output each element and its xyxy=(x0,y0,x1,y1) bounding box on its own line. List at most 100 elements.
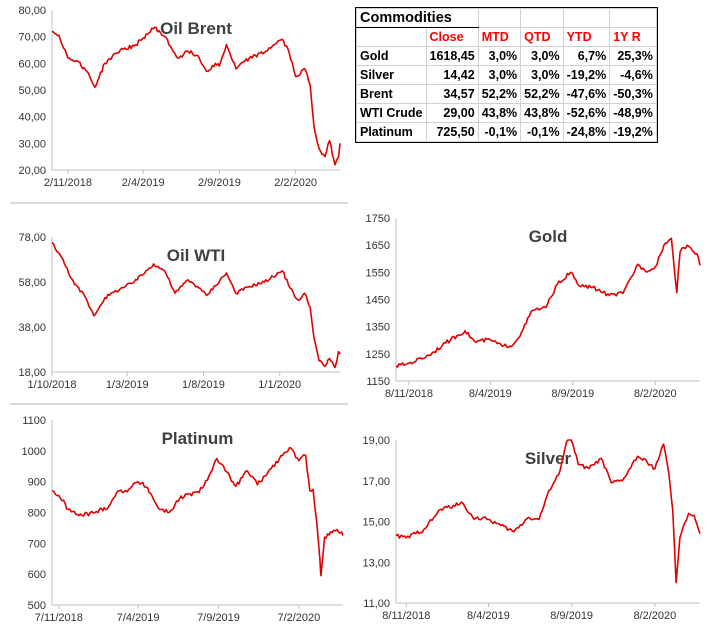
y-tick-label: 1100 xyxy=(22,415,46,427)
y-tick-label: 18,00 xyxy=(18,367,46,379)
row-name: WTI Crude xyxy=(356,103,427,123)
chart-svg: 20,00 30,00 40,00 50,00 60,00 70,00 80,00 2/11/… xyxy=(18,5,341,189)
x-tick-label: 7/2/2020 xyxy=(277,612,320,624)
y-tick-label: 1750 xyxy=(366,213,390,225)
y-tick-label: 30,00 xyxy=(18,138,46,150)
cell-qtd: 3,0% xyxy=(520,46,564,66)
cell-ytd: -52,6% xyxy=(562,103,611,123)
chart-title: Silver xyxy=(525,449,572,468)
y-tick-label: 1000 xyxy=(22,446,46,458)
y-tick-label: 38,00 xyxy=(18,322,46,334)
y-tick-label: 1550 xyxy=(366,267,390,279)
row-name: Brent xyxy=(356,84,427,104)
cell-qtd: 52,2% xyxy=(520,84,564,104)
x-tick-label: 2/11/2018 xyxy=(44,177,92,189)
y-tick-label: 80,00 xyxy=(18,5,46,17)
cell-mtd: 52,2% xyxy=(477,84,522,104)
series-line xyxy=(51,447,344,577)
x-tick-label: 8/2/2020 xyxy=(634,388,677,400)
cell-mtd: 3,0% xyxy=(477,65,522,85)
series-line xyxy=(51,26,341,166)
y-tick-label: 1150 xyxy=(366,376,390,388)
x-tick-label: 2/9/2019 xyxy=(198,177,241,189)
y-tick-label: 700 xyxy=(28,538,46,550)
series-line xyxy=(395,439,701,584)
chart-svg: 500 600 700 800 900 1000 1100 7/11/2018 7/4/2019… xyxy=(22,415,344,624)
x-tick-label: 8/9/2019 xyxy=(551,388,594,400)
y-tick-label: 70,00 xyxy=(18,32,46,44)
cell-ytd: 6,7% xyxy=(562,46,611,66)
x-tick-label: 2/4/2019 xyxy=(122,177,165,189)
y-tick-label: 900 xyxy=(28,477,46,489)
cell-qtd: -0,1% xyxy=(520,122,564,142)
table-row: WTI Crude 29,00 43,8% 43,8% -52,6% -48,9… xyxy=(356,103,657,123)
chart-title: Oil Brent xyxy=(160,19,232,38)
table-title-row: Commodities xyxy=(356,8,657,28)
cell-1yr: -48,9% xyxy=(609,103,657,123)
x-tick-label: 8/4/2019 xyxy=(467,610,510,622)
cell-1yr: -4,6% xyxy=(609,65,657,85)
column-header: YTD xyxy=(562,27,611,47)
table-row: Silver 14,42 3,0% 3,0% -19,2% -4,6% xyxy=(356,65,657,85)
chart-title: Gold xyxy=(529,227,568,246)
y-tick-label: 600 xyxy=(28,569,46,581)
divider xyxy=(10,202,348,204)
x-tick-label: 7/4/2019 xyxy=(117,612,160,624)
chart-gold: 1150 1250 1350 1450 1550 1650 1750 8/11/2018 8/4… xyxy=(366,213,701,400)
column-header: MTD xyxy=(477,27,522,47)
commodities-table: Commodities Close MTD QTD YTD 1Y R Gold … xyxy=(355,7,658,143)
table-row: Gold 1618,45 3,0% 3,0% 6,7% 25,3% xyxy=(356,46,657,66)
row-name: Gold xyxy=(356,46,427,66)
row-name: Platinum xyxy=(356,122,427,142)
y-tick-label: 1350 xyxy=(366,322,390,334)
y-tick-label: 58,00 xyxy=(18,277,46,289)
cell-mtd: -0,1% xyxy=(477,122,522,142)
x-tick-label: 2/2/2020 xyxy=(274,177,317,189)
y-tick-label: 500 xyxy=(28,600,46,612)
x-tick-label: 7/9/2019 xyxy=(197,612,240,624)
cell-mtd: 3,0% xyxy=(477,46,522,66)
x-tick-label: 8/9/2019 xyxy=(550,610,593,622)
y-tick-label: 50,00 xyxy=(18,85,46,97)
y-tick-label: 800 xyxy=(28,508,46,520)
x-tick-label: 1/3/2019 xyxy=(106,379,149,391)
divider xyxy=(10,403,348,405)
cell-close: 725,50 xyxy=(425,122,479,142)
y-tick-label: 40,00 xyxy=(18,112,46,124)
y-tick-label: 17,00 xyxy=(362,476,390,488)
x-tick-label: 1/1/2020 xyxy=(258,379,301,391)
cell-1yr: 25,3% xyxy=(609,46,657,66)
x-tick-label: 1/10/2018 xyxy=(28,379,77,391)
y-tick-label: 1650 xyxy=(366,240,390,252)
x-tick-label: 7/11/2018 xyxy=(35,612,83,624)
y-tick-label: 1250 xyxy=(366,349,390,361)
chart-oil-brent: 20,00 30,00 40,00 50,00 60,00 70,00 80,00 2/11/… xyxy=(0,0,352,200)
column-header: QTD xyxy=(520,27,564,47)
y-tick-label: 15,00 xyxy=(362,517,390,529)
chart-svg: 18,00 38,00 58,00 78,00 1/10/2018 1/3/2019 1/8… xyxy=(18,232,341,391)
y-tick-label: 19,00 xyxy=(362,435,390,447)
y-tick-label: 13,00 xyxy=(362,557,390,569)
y-tick-label: 11,00 xyxy=(363,598,390,610)
y-tick-label: 78,00 xyxy=(18,232,46,244)
y-tick-label: 20,00 xyxy=(18,165,46,177)
chart-svg: 1150 1250 1350 1450 1550 1650 1750 8/11/2018 8/4… xyxy=(366,213,701,400)
chart-title: Oil WTI xyxy=(167,246,226,265)
cell-close: 1618,45 xyxy=(425,46,479,66)
x-tick-label: 1/8/2019 xyxy=(182,379,225,391)
cell-close: 14,42 xyxy=(425,65,479,85)
chart-platinum: 500 600 700 800 900 1000 1100 7/11/2018 7/4/2019… xyxy=(0,0,352,633)
x-tick-label: 8/11/2018 xyxy=(382,610,430,622)
series-line xyxy=(51,242,341,369)
chart-oil-wti: 18,00 38,00 58,00 78,00 1/10/2018 1/3/2019 1/8… xyxy=(0,0,352,400)
series-line xyxy=(395,237,701,368)
chart-title: Platinum xyxy=(162,429,234,448)
y-tick-label: 60,00 xyxy=(18,58,46,70)
cell-1yr: -19,2% xyxy=(609,122,657,142)
y-tick-label: 1450 xyxy=(366,295,390,307)
x-tick-label: 8/4/2019 xyxy=(469,388,512,400)
x-tick-label: 8/11/2018 xyxy=(385,388,433,400)
table-row: Platinum 725,50 -0,1% -0,1% -24,8% -19,2… xyxy=(356,122,657,142)
